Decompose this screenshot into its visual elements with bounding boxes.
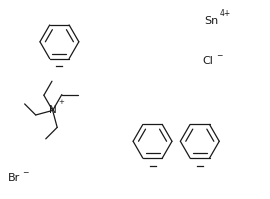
Text: Sn: Sn bbox=[204, 16, 218, 26]
Text: −: − bbox=[22, 168, 29, 177]
Text: Cl: Cl bbox=[202, 56, 213, 66]
Text: −: − bbox=[216, 51, 222, 60]
Text: Br: Br bbox=[8, 173, 20, 183]
Text: N: N bbox=[49, 105, 56, 115]
Text: 4+: 4+ bbox=[220, 9, 231, 18]
Text: +: + bbox=[59, 99, 65, 105]
